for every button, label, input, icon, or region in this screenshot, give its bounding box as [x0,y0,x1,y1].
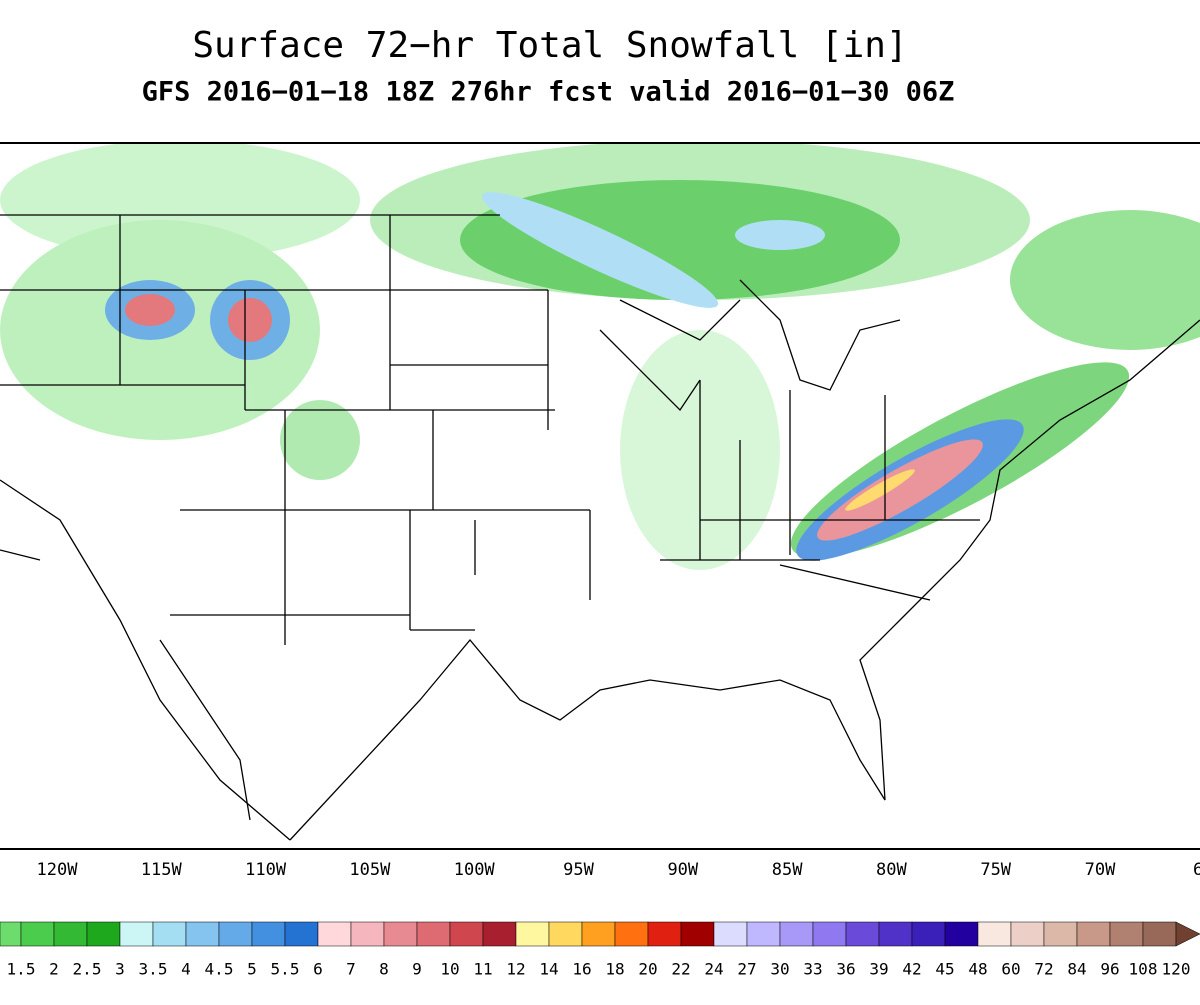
colorbar-label: 14 [539,960,558,979]
colorbar-box [1076,921,1111,947]
longitude-label: 105W [349,860,391,880]
colorbar-box [746,921,781,947]
colorbar-label: 1.5 [7,960,36,979]
longitude-label: 6 [1193,860,1200,880]
colorbar-box [779,921,814,947]
colorbar-label: 72 [1034,960,1053,979]
colorbar-above [1175,921,1200,947]
colorbar-box [185,921,220,947]
longitude-label: 100W [454,860,496,880]
subtitle: GFS 2016−01−18 18Z 276hr fcst valid 2016… [142,77,955,108]
title: Surface 72−hr Total Snowfall [in] [192,25,907,66]
colorbar-label: 96 [1100,960,1119,979]
colorbar-label: 45 [935,960,954,979]
colorbar-box [350,921,385,947]
colorbar-box [53,921,88,947]
colorbar-box [548,921,583,947]
colorbar-label: 22 [671,960,690,979]
colorbar-label: 36 [836,960,855,979]
colorbar-box [614,921,649,947]
colorbar-label: 8 [379,960,389,979]
colorbar-box [284,921,319,947]
colorbar-box [251,921,286,947]
longitude-labels: 120W 115W 110W 105W 100W 95W 90W 85W 80W 75W 70W 6 [37,860,1200,880]
colorbar-box [944,921,979,947]
colorbar-label: 27 [737,960,756,979]
longitude-label: 110W [245,860,287,880]
longitude-label: 85W [772,860,803,880]
colorbar-label: 11 [473,960,492,979]
colorbar-label: 84 [1067,960,1086,979]
colorbar-label: 2 [49,960,59,979]
colorbar-box [383,921,418,947]
colorbar-box [1010,921,1045,947]
colorbar-box [680,921,715,947]
colorbar-label: 9 [412,960,422,979]
colorbar-label: 48 [968,960,987,979]
longitude-label: 115W [141,860,183,880]
longitude-label: 70W [1085,860,1116,880]
colorbar-label: 60 [1001,960,1020,979]
colorbar-box [581,921,616,947]
colorbar-box [20,921,55,947]
colorbar-label: 5 [247,960,257,979]
colorbar-box [713,921,748,947]
longitude-label: 95W [563,860,594,880]
colorbar-label: 4 [181,960,191,979]
colorbar-label: 7 [346,960,356,979]
colorbar-box [218,921,253,947]
colorbar-label: 16 [572,960,591,979]
colorbar-box [977,921,1012,947]
colorbar-box [1109,921,1144,947]
colorbar-box [878,921,913,947]
colorbar-label: 20 [638,960,657,979]
colorbar-box [812,921,847,947]
colorbar-label: 3 [115,960,125,979]
colorbar-label: 12 [506,960,525,979]
map [0,142,1200,850]
longitude-label: 75W [980,860,1011,880]
colorbar-below [0,921,22,947]
colorbar-label: 120 [1162,960,1191,979]
colorbar-box [152,921,187,947]
colorbar-label: 18 [605,960,624,979]
colorbar-box [515,921,550,947]
colorbar-label: 4.5 [205,960,234,979]
colorbar-box [416,921,451,947]
colorbar-box [449,921,484,947]
colorbar-box [1043,921,1078,947]
colorbar-label: 24 [704,960,723,979]
colorbar-box [1142,921,1177,947]
colorbar-box [317,921,352,947]
colorbar: 1.5 2 2.5 3 3.5 4 4.5 5 5.5 6 7 8 9 10 11 12 14 16 18 20 22 2… [0,921,1200,979]
colorbar-label: 6 [313,960,323,979]
colorbar-box [845,921,880,947]
colorbar-box [119,921,154,947]
colorbar-box [647,921,682,947]
longitude-label: 90W [667,860,698,880]
colorbar-label: 3.5 [139,960,168,979]
colorbar-box [482,921,517,947]
colorbar-label: 33 [803,960,822,979]
colorbar-label: 30 [770,960,789,979]
colorbar-label: 42 [902,960,921,979]
colorbar-label: 5.5 [271,960,300,979]
colorbar-label: 39 [869,960,888,979]
longitude-label: 80W [876,860,907,880]
longitude-label: 120W [37,860,79,880]
colorbar-label: 10 [440,960,459,979]
colorbar-label: 108 [1129,960,1158,979]
colorbar-box [86,921,121,947]
colorbar-box [911,921,946,947]
colorbar-label: 2.5 [73,960,102,979]
